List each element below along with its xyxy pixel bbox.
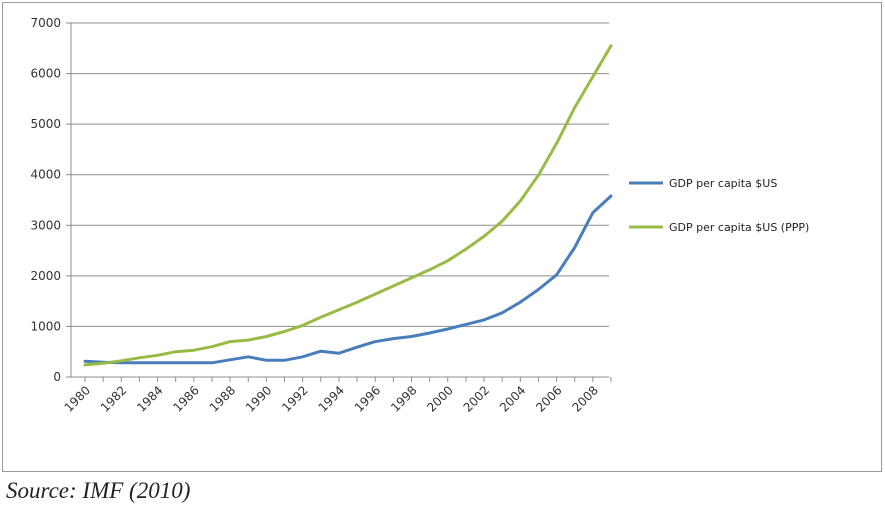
x-tick-label: 1990 (243, 383, 274, 414)
series-lines (83, 44, 613, 367)
y-tick-label: 7000 (30, 16, 61, 30)
gridlines (71, 22, 609, 327)
x-tick-label: 2008 (569, 383, 600, 414)
x-tick-label: 1996 (352, 383, 383, 414)
legend: GDP per capita $US GDP per capita $US (P… (629, 177, 809, 234)
series-line-gdp-ppp (83, 44, 613, 367)
y-tick-label: 2000 (30, 269, 61, 283)
x-tick-label: 1994 (316, 383, 347, 414)
y-tick-label: 3000 (30, 218, 61, 232)
legend-label-gdp-ppp: GDP per capita $US (PPP) (669, 221, 809, 234)
series-line-gdp-usd (83, 194, 613, 365)
x-tick-label: 2002 (461, 383, 492, 414)
x-tick-label: 2004 (497, 383, 528, 414)
y-tick-label: 4000 (30, 168, 61, 182)
y-tick-label: 6000 (30, 67, 61, 81)
x-tick-label: 1980 (62, 383, 93, 414)
x-tick-label: 1984 (134, 383, 165, 414)
x-tick-label: 1982 (98, 383, 129, 414)
y-tick-label: 0 (53, 370, 61, 384)
x-tick-label: 1988 (207, 383, 238, 414)
source-note: Source: IMF (2010) (6, 478, 191, 503)
y-tick-label: 1000 (30, 319, 61, 333)
chart-frame: 0 1000 2000 3000 4000 5000 6000 7000 1980 1982 198… (2, 2, 882, 472)
x-tick-label: 1986 (170, 383, 201, 414)
x-tick-label: 2000 (424, 383, 455, 414)
x-tick-label: 1992 (279, 383, 310, 414)
x-tick-label: 1998 (388, 383, 419, 414)
legend-label-gdp-usd: GDP per capita $US (669, 177, 777, 190)
y-tick-label: 5000 (30, 117, 61, 131)
x-tick-label: 2006 (533, 383, 564, 414)
